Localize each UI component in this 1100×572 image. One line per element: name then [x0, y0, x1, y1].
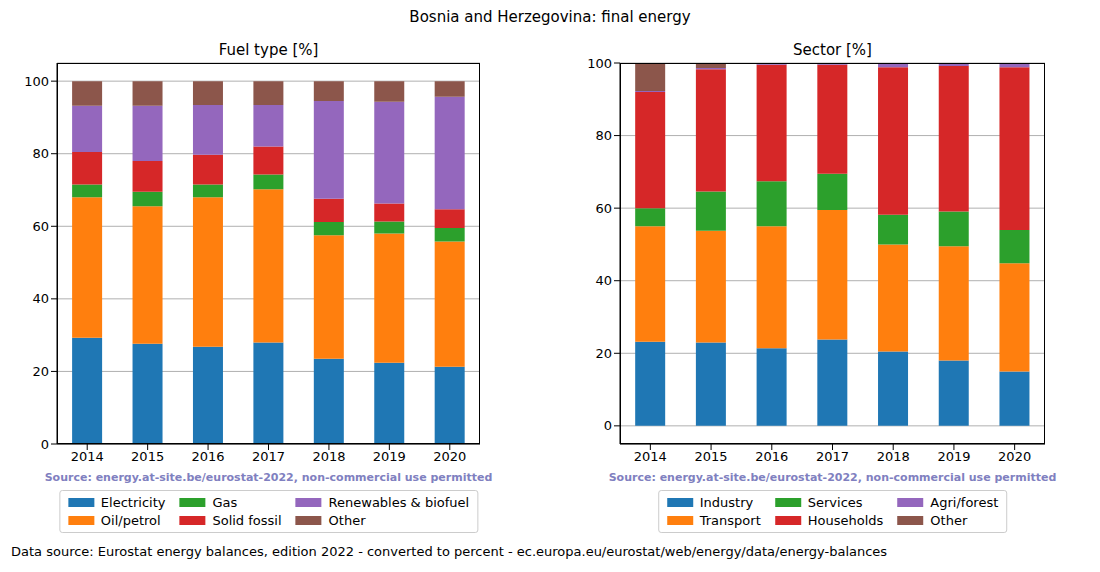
svg-text:2016: 2016 — [192, 449, 225, 464]
svg-text:60: 60 — [595, 201, 612, 216]
html-text:Other: Other — [328, 513, 366, 528]
svg-text:80: 80 — [32, 146, 49, 161]
svg-text:100: 100 — [24, 74, 49, 89]
svg-text:2019: 2019 — [373, 449, 406, 464]
svg-text:40: 40 — [595, 273, 612, 288]
svg-text:2015: 2015 — [131, 449, 164, 464]
svg-text:20: 20 — [32, 364, 49, 379]
svg-text:2017: 2017 — [252, 449, 285, 464]
svg-text:2020: 2020 — [433, 449, 466, 464]
svg-text:2014: 2014 — [634, 449, 667, 464]
html-text:Oil/petrol: Oil/petrol — [100, 513, 161, 528]
svg-text:0: 0 — [604, 418, 612, 433]
html-text:Services: Services — [807, 495, 863, 510]
svg-text:2016: 2016 — [755, 449, 788, 464]
svg-text:2017: 2017 — [816, 449, 849, 464]
html-text:Households: Households — [807, 513, 884, 528]
svg-text:60: 60 — [32, 219, 49, 234]
html-text:Transport: Transport — [699, 513, 761, 528]
svg-text:2015: 2015 — [695, 449, 728, 464]
html-text:Industry: Industry — [699, 495, 754, 510]
html-text:Data source: Eurostat energy b: Data source: Eurostat energy balances, e… — [11, 544, 888, 559]
html-text:Sector [%]: Sector [%] — [793, 41, 872, 59]
svg-text:2020: 2020 — [998, 449, 1031, 464]
html-text:Agri/forest: Agri/forest — [930, 495, 999, 510]
svg-text:2018: 2018 — [312, 449, 345, 464]
html-text:Gas: Gas — [212, 495, 238, 510]
html-text:Other: Other — [930, 513, 968, 528]
svg-text:2019: 2019 — [937, 449, 970, 464]
html-text:Electricity: Electricity — [100, 495, 166, 510]
html-text:Source: energy.at-site.be/euro: Source: energy.at-site.be/eurostat-2022,… — [44, 471, 493, 484]
svg-text:2014: 2014 — [71, 449, 104, 464]
svg-text:100: 100 — [587, 56, 612, 71]
svg-text:40: 40 — [32, 291, 49, 306]
svg-text:0: 0 — [41, 437, 49, 452]
html-text:Source: energy.at-site.be/euro: Source: energy.at-site.be/eurostat-2022,… — [608, 471, 1057, 484]
svg-text:20: 20 — [595, 346, 612, 361]
html-text:Fuel type [%]: Fuel type [%] — [218, 41, 319, 59]
html-text:Solid fossil: Solid fossil — [212, 513, 282, 528]
svg-text:80: 80 — [595, 128, 612, 143]
svg-text:2018: 2018 — [877, 449, 910, 464]
html-text:Bosnia and Herzegovina: final: Bosnia and Herzegovina: final energy — [409, 8, 691, 26]
html-text:Renewables & biofuel: Renewables & biofuel — [328, 495, 470, 510]
